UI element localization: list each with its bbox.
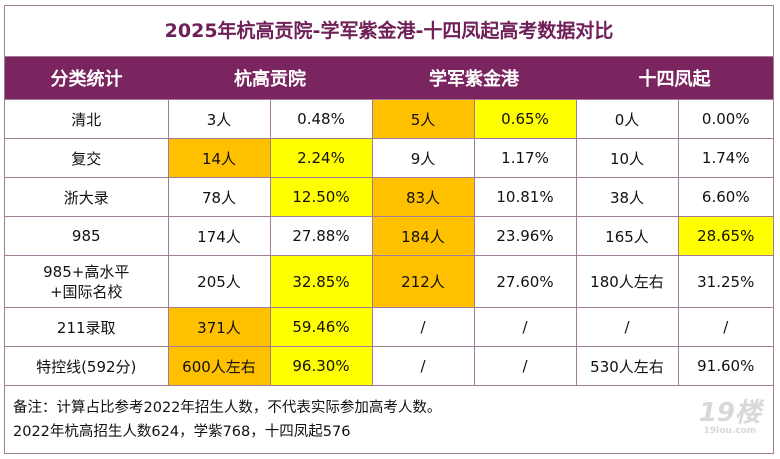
- percent-cell: 96.30%: [269, 346, 373, 386]
- percent-cell: 27.88%: [269, 216, 373, 256]
- header-row: 分类统计 杭高贡院 学军紫金港 十四凤起: [5, 57, 773, 100]
- count-cell: 9人: [371, 138, 475, 178]
- count-cell: 3人: [167, 99, 271, 139]
- row-label: 清北: [5, 99, 169, 139]
- percent-cell: 0.65%: [473, 99, 577, 139]
- table-row: 985+高水平+国际名校 205人 32.85% 212人 27.60% 180人左右 31…: [5, 255, 773, 308]
- header-xuejun: 学军紫金港: [372, 57, 576, 100]
- count-cell: 38人: [575, 177, 679, 217]
- percent-cell: 1.74%: [677, 138, 773, 178]
- percent-cell: 6.60%: [677, 177, 773, 217]
- count-cell: 5人: [371, 99, 475, 139]
- percent-cell: 10.81%: [473, 177, 577, 217]
- table-row: 浙大录 78人 12.50% 83人 10.81% 38人 6.60%: [5, 177, 773, 217]
- table-row: 985 174人 27.88% 184人 23.96% 165人 28.65%: [5, 216, 773, 256]
- count-cell: 83人: [371, 177, 475, 217]
- percent-cell: 23.96%: [473, 216, 577, 256]
- header-category: 分类统计: [5, 57, 168, 100]
- count-cell: 0人: [575, 99, 679, 139]
- percent-cell: 27.60%: [473, 255, 577, 308]
- percent-cell: 0.00%: [677, 99, 773, 139]
- comparison-table-card: 2025年杭高贡院-学军紫金港-十四凤起高考数据对比 分类统计 杭高贡院 学军紫…: [4, 5, 774, 454]
- header-shisi: 十四凤起: [576, 57, 773, 100]
- count-cell: 205人: [167, 255, 271, 308]
- percent-cell: 0.48%: [269, 99, 373, 139]
- table-title: 2025年杭高贡院-学军紫金港-十四凤起高考数据对比: [5, 6, 773, 57]
- percent-cell: 91.60%: [677, 346, 773, 386]
- count-cell: 78人: [167, 177, 271, 217]
- count-cell: 371人: [167, 307, 271, 347]
- row-label: 复交: [5, 138, 169, 178]
- count-cell: 165人: [575, 216, 679, 256]
- footer-enrollment: 2022年杭高招生人数624，学紫768，十四凤起576: [13, 424, 351, 440]
- count-cell: 14人: [167, 138, 271, 178]
- row-label-text: 985+高水平+国际名校: [43, 262, 130, 301]
- row-label: 特控线(592分): [5, 346, 169, 386]
- percent-cell: /: [677, 307, 773, 347]
- row-label: 浙大录: [5, 177, 169, 217]
- percent-cell: 32.85%: [269, 255, 373, 308]
- percent-cell: 2.24%: [269, 138, 373, 178]
- row-label: 211录取: [5, 307, 169, 347]
- count-cell: /: [371, 346, 475, 386]
- watermark-logo: 19楼 19lou.com: [698, 398, 761, 436]
- table-row: 清北 3人 0.48% 5人 0.65% 0人 0.00%: [5, 99, 773, 139]
- percent-cell: 59.46%: [269, 307, 373, 347]
- table-row: 211录取 371人 59.46% / / / /: [5, 307, 773, 347]
- count-cell: 180人左右: [575, 255, 679, 308]
- count-cell: /: [371, 307, 475, 347]
- percent-cell: /: [473, 346, 577, 386]
- footer-note: 备注：计算占比参考2022年招生人数，不代表实际参加高考人数。: [13, 400, 442, 416]
- table-row: 复交 14人 2.24% 9人 1.17% 10人 1.74%: [5, 138, 773, 178]
- count-cell: 212人: [371, 255, 475, 308]
- count-cell: 10人: [575, 138, 679, 178]
- footer-notes: 备注：计算占比参考2022年招生人数，不代表实际参加高考人数。 2022年杭高招…: [5, 386, 773, 454]
- count-cell: /: [575, 307, 679, 347]
- count-cell: 530人左右: [575, 346, 679, 386]
- count-cell: 174人: [167, 216, 271, 256]
- count-cell: 600人左右: [167, 346, 271, 386]
- table-row: 特控线(592分) 600人左右 96.30% //530人左右 91.60%: [5, 346, 773, 386]
- percent-cell: 28.65%: [677, 216, 773, 256]
- comparison-table: 分类统计 杭高贡院 学军紫金港 十四凤起 清北 3人 0.48% 5人 0.65% 0人 0…: [5, 57, 773, 386]
- percent-cell: 31.25%: [677, 255, 773, 308]
- percent-cell: 1.17%: [473, 138, 577, 178]
- row-label: 985+高水平+国际名校: [5, 255, 169, 308]
- count-cell: 184人: [371, 216, 475, 256]
- percent-cell: /: [473, 307, 577, 347]
- row-label: 985: [5, 216, 169, 256]
- percent-cell: 12.50%: [269, 177, 373, 217]
- header-hanggao: 杭高贡院: [168, 57, 372, 100]
